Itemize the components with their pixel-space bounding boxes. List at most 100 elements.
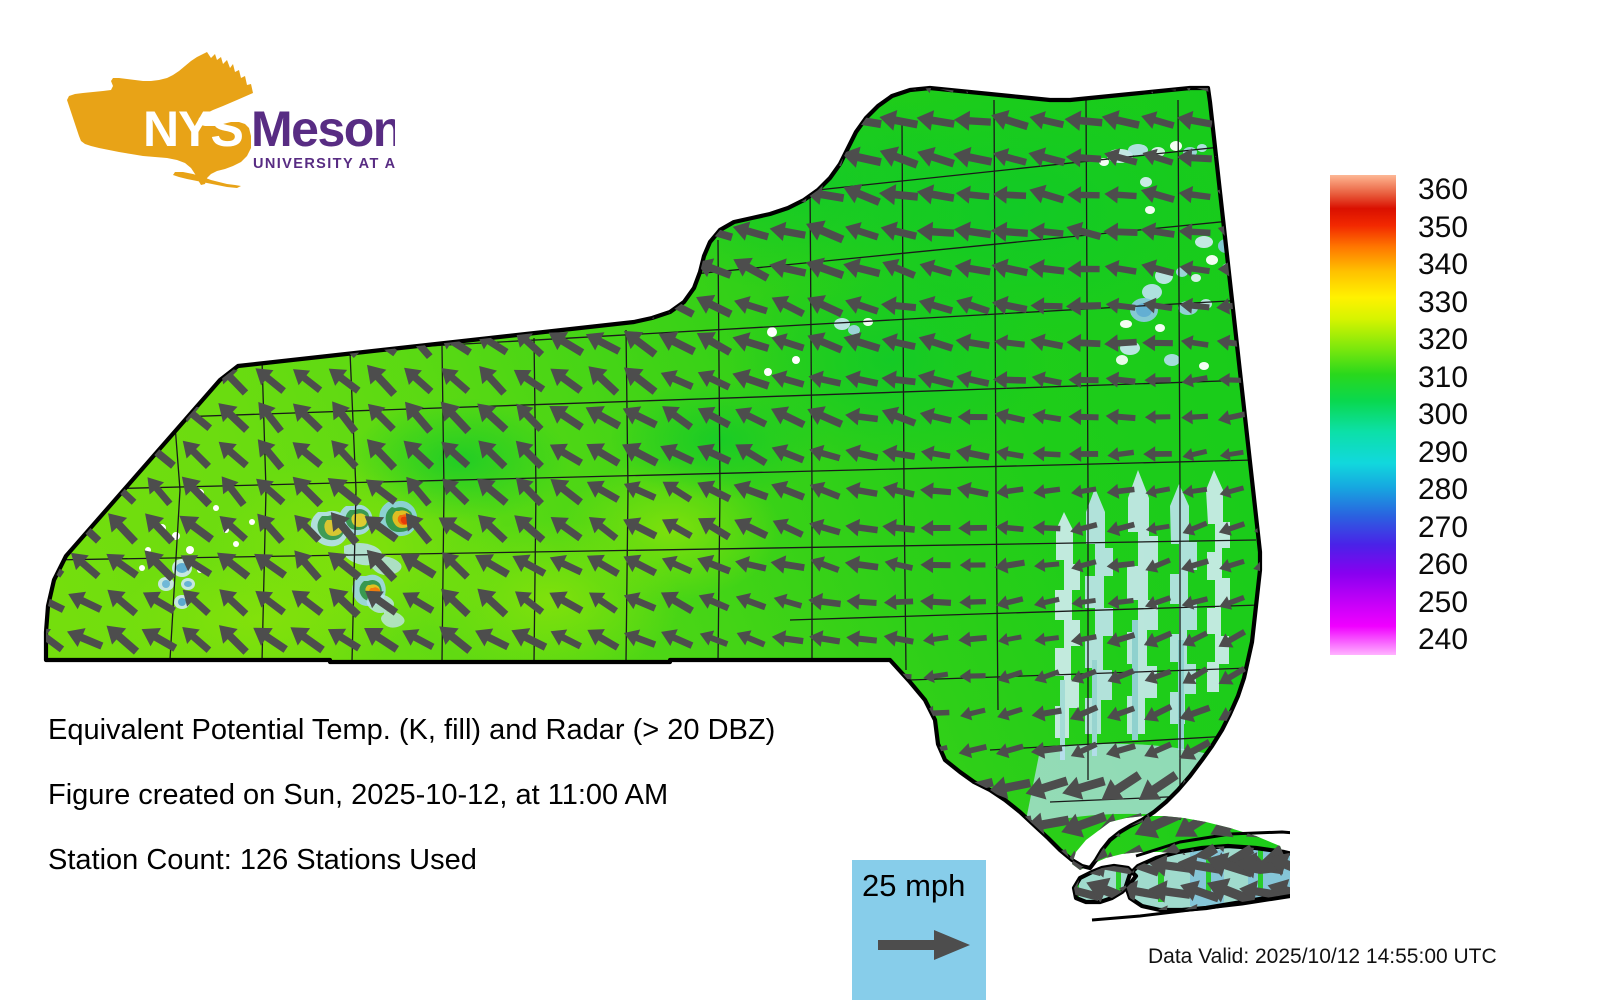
wind-arrow <box>654 251 699 286</box>
caption-title: Equivalent Potential Temp. (K, fill) and… <box>48 714 776 746</box>
wind-arrow <box>46 146 64 170</box>
wind-arrow <box>729 179 772 211</box>
wind-arrow <box>509 88 548 97</box>
weather-map[interactable] <box>30 60 1290 940</box>
wind-arrow <box>178 108 213 134</box>
wind-arrow <box>765 922 810 940</box>
map-svg[interactable] <box>30 60 1290 940</box>
wind-arrow <box>508 252 549 286</box>
wind-arrow <box>46 88 64 97</box>
wind-arrow <box>1249 88 1286 99</box>
data-valid-timestamp: Data Valid: 2025/10/12 14:55:00 UTC <box>1148 945 1497 968</box>
wind-arrow <box>580 213 625 251</box>
colorbar-tick-240: 240 <box>1418 623 1469 656</box>
wind-arrow <box>325 88 362 99</box>
wind-arrow <box>249 214 290 250</box>
wind-arrow <box>1211 105 1252 136</box>
ny-state-silhouette-icon <box>67 52 253 188</box>
wind-arrow <box>766 108 808 134</box>
wind-arrow <box>397 249 438 288</box>
wind-arrow <box>361 214 400 249</box>
figure-caption: Equivalent Potential Temp. (K, fill) and… <box>48 716 948 911</box>
colorbar-tick-labels: 360 350 340 330 320 310 300 290 280 270 260 250 240 <box>1418 175 1588 655</box>
colorbar-tick-320: 320 <box>1418 323 1469 356</box>
wind-arrow <box>433 213 476 251</box>
wind-arrow <box>68 181 101 209</box>
wind-arrow <box>471 105 512 137</box>
wind-arrow <box>691 106 735 136</box>
wind-arrow <box>286 659 327 693</box>
wind-arrow <box>66 397 103 436</box>
wind-arrow <box>325 142 363 174</box>
nys-mesonet-logo: NYS Mesonet UNIVERSITY AT ALBANY <box>55 48 395 188</box>
wind-arrow <box>805 110 843 132</box>
wind-arrow <box>1253 333 1284 353</box>
wind-arrow <box>982 839 1037 874</box>
logo-mesonet-text: Mesonet <box>251 101 395 157</box>
wind-arrow <box>101 657 142 695</box>
wind-arrow <box>214 178 251 212</box>
wind-arrow <box>433 175 476 214</box>
wind-arrow <box>65 214 104 249</box>
wind-arrow <box>95 920 148 940</box>
wind-arrow <box>616 920 662 940</box>
wind-arrow <box>692 141 735 175</box>
logo-tagline-text: UNIVERSITY AT ALBANY <box>253 156 395 172</box>
wind-arrow <box>141 217 176 247</box>
wind-arrow <box>580 247 625 290</box>
wind-arrow <box>357 921 404 940</box>
wind-arrow <box>619 88 660 100</box>
wind-arrow <box>142 88 175 96</box>
wind-arrow <box>46 324 68 362</box>
wind-arrow <box>397 211 438 252</box>
colorbar-tick-250: 250 <box>1418 585 1469 619</box>
wind-arrow <box>361 249 401 288</box>
wind-arrow <box>323 214 364 250</box>
wind-arrow <box>470 213 513 251</box>
wind-speed-key: 25 mph <box>852 860 986 1000</box>
wind-arrow <box>282 920 331 940</box>
wind-arrow <box>66 250 103 287</box>
wind-arrow <box>545 104 586 137</box>
wind-arrow <box>288 105 325 137</box>
wind-arrow <box>1204 913 1259 940</box>
wind-arrow <box>581 177 624 212</box>
wind-arrow <box>362 88 399 99</box>
wind-arrow <box>244 920 294 940</box>
wind-arrow <box>140 325 177 360</box>
wind-arrow <box>215 142 250 174</box>
wind-arrow <box>46 253 64 284</box>
radar-cells-central <box>834 318 873 335</box>
wind-arrow <box>801 922 847 940</box>
wind-arrow <box>46 361 67 398</box>
wind-arrow <box>469 923 514 940</box>
wind-arrow <box>103 286 141 325</box>
colorbar-tick-290: 290 <box>1418 435 1469 469</box>
wind-arrow <box>67 142 102 174</box>
wind-arrow <box>766 142 809 174</box>
wind-arrow <box>469 285 514 326</box>
wind-arrow <box>323 247 365 290</box>
wind-arrow <box>1236 903 1283 910</box>
colorbar-tick-340: 340 <box>1418 248 1469 281</box>
wind-arrow <box>133 921 183 940</box>
wind-arrow <box>1167 911 1222 940</box>
wind-arrow <box>1214 147 1249 169</box>
wind-arrow <box>102 362 141 397</box>
wind-arrow <box>1251 661 1286 692</box>
wind-arrow <box>694 923 733 940</box>
wind-arrow <box>46 657 68 694</box>
wind-arrow <box>655 180 698 210</box>
wind-arrow <box>581 286 624 325</box>
wind-arrow <box>1020 914 1073 940</box>
wind-arrow <box>728 104 772 138</box>
wind-arrow <box>398 178 437 211</box>
wind-key-arrow-icon <box>878 930 970 960</box>
wind-arrow <box>104 142 139 173</box>
wind-arrow <box>398 141 437 175</box>
wind-arrow <box>1064 88 1103 96</box>
wind-arrow <box>1255 445 1283 463</box>
wind-arrow <box>544 88 587 100</box>
wind-arrow <box>1026 902 1073 933</box>
wind-arrow <box>618 106 661 136</box>
